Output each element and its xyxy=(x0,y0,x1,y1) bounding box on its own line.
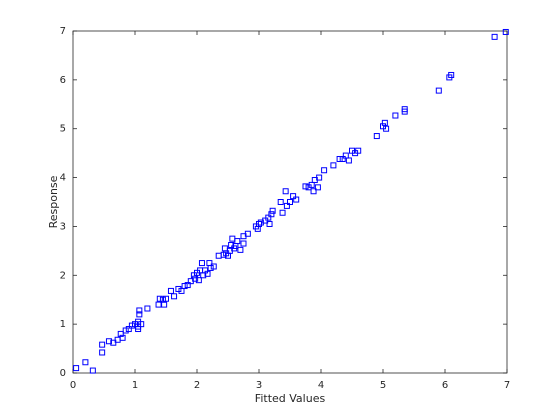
point xyxy=(268,211,275,218)
point xyxy=(210,263,217,270)
point xyxy=(287,199,293,205)
point xyxy=(204,270,211,277)
point xyxy=(144,305,151,312)
point xyxy=(266,220,273,227)
point xyxy=(198,260,205,267)
x-tick-label: 0 xyxy=(70,380,76,391)
point xyxy=(207,264,214,271)
point xyxy=(491,33,498,40)
point xyxy=(277,199,284,205)
point xyxy=(279,209,286,216)
point xyxy=(125,326,132,333)
point xyxy=(234,238,241,245)
point xyxy=(136,311,143,318)
y-tick-label: 1 xyxy=(60,319,66,330)
point xyxy=(381,119,388,126)
point xyxy=(237,246,244,253)
point xyxy=(314,184,321,191)
point xyxy=(316,174,323,181)
point xyxy=(178,287,185,294)
point xyxy=(283,202,290,209)
point xyxy=(89,367,96,374)
x-tick-label: 3 xyxy=(256,380,262,391)
point xyxy=(184,282,191,289)
point xyxy=(265,214,272,221)
point xyxy=(171,293,178,300)
point xyxy=(290,193,297,200)
point xyxy=(302,183,309,190)
point xyxy=(342,152,349,159)
point xyxy=(155,301,162,308)
point xyxy=(256,220,262,227)
point xyxy=(228,241,235,248)
point xyxy=(163,295,169,302)
point xyxy=(383,125,390,132)
point xyxy=(321,167,328,174)
y-tick-label: 6 xyxy=(60,75,66,86)
point xyxy=(136,307,143,314)
point xyxy=(392,112,399,119)
point xyxy=(310,188,317,195)
point xyxy=(330,162,337,169)
point xyxy=(448,71,455,78)
point xyxy=(181,283,188,290)
point xyxy=(282,188,289,195)
point xyxy=(73,365,80,372)
point xyxy=(161,301,168,308)
x-axis-label: Fitted Values xyxy=(255,392,326,405)
x-tick-label: 4 xyxy=(318,380,324,391)
point xyxy=(336,156,343,163)
y-tick-label: 4 xyxy=(60,173,66,184)
point xyxy=(105,338,112,345)
x-tick-label: 6 xyxy=(442,380,448,391)
point xyxy=(308,181,315,188)
point xyxy=(99,341,106,348)
point xyxy=(244,230,251,237)
y-axis-label: Response xyxy=(47,175,60,228)
y-tick-label: 7 xyxy=(60,26,66,37)
point xyxy=(195,277,202,284)
point xyxy=(192,275,199,282)
point xyxy=(435,87,442,94)
point xyxy=(167,287,174,294)
point xyxy=(269,207,276,214)
x-tick-label: 7 xyxy=(504,380,510,391)
point xyxy=(339,156,346,163)
point xyxy=(293,196,300,203)
point xyxy=(257,219,264,226)
point xyxy=(122,327,129,334)
point xyxy=(156,295,163,302)
x-tick-label: 2 xyxy=(194,380,200,391)
point xyxy=(117,330,124,337)
axes-box xyxy=(72,30,508,374)
y-tick-label: 3 xyxy=(60,221,66,232)
point xyxy=(355,147,362,154)
point xyxy=(502,28,509,35)
point xyxy=(240,240,247,247)
point xyxy=(138,321,145,328)
point xyxy=(401,106,408,113)
point xyxy=(175,285,182,292)
y-tick-label: 0 xyxy=(60,368,66,379)
x-tick-label: 5 xyxy=(380,380,386,391)
y-tick-label: 2 xyxy=(60,270,66,281)
point xyxy=(82,359,89,366)
point xyxy=(345,157,352,164)
y-tick-label: 5 xyxy=(60,124,66,135)
x-tick-label: 1 xyxy=(132,380,138,391)
point xyxy=(99,349,106,356)
point xyxy=(373,133,380,140)
point xyxy=(128,322,135,329)
point xyxy=(119,334,126,341)
